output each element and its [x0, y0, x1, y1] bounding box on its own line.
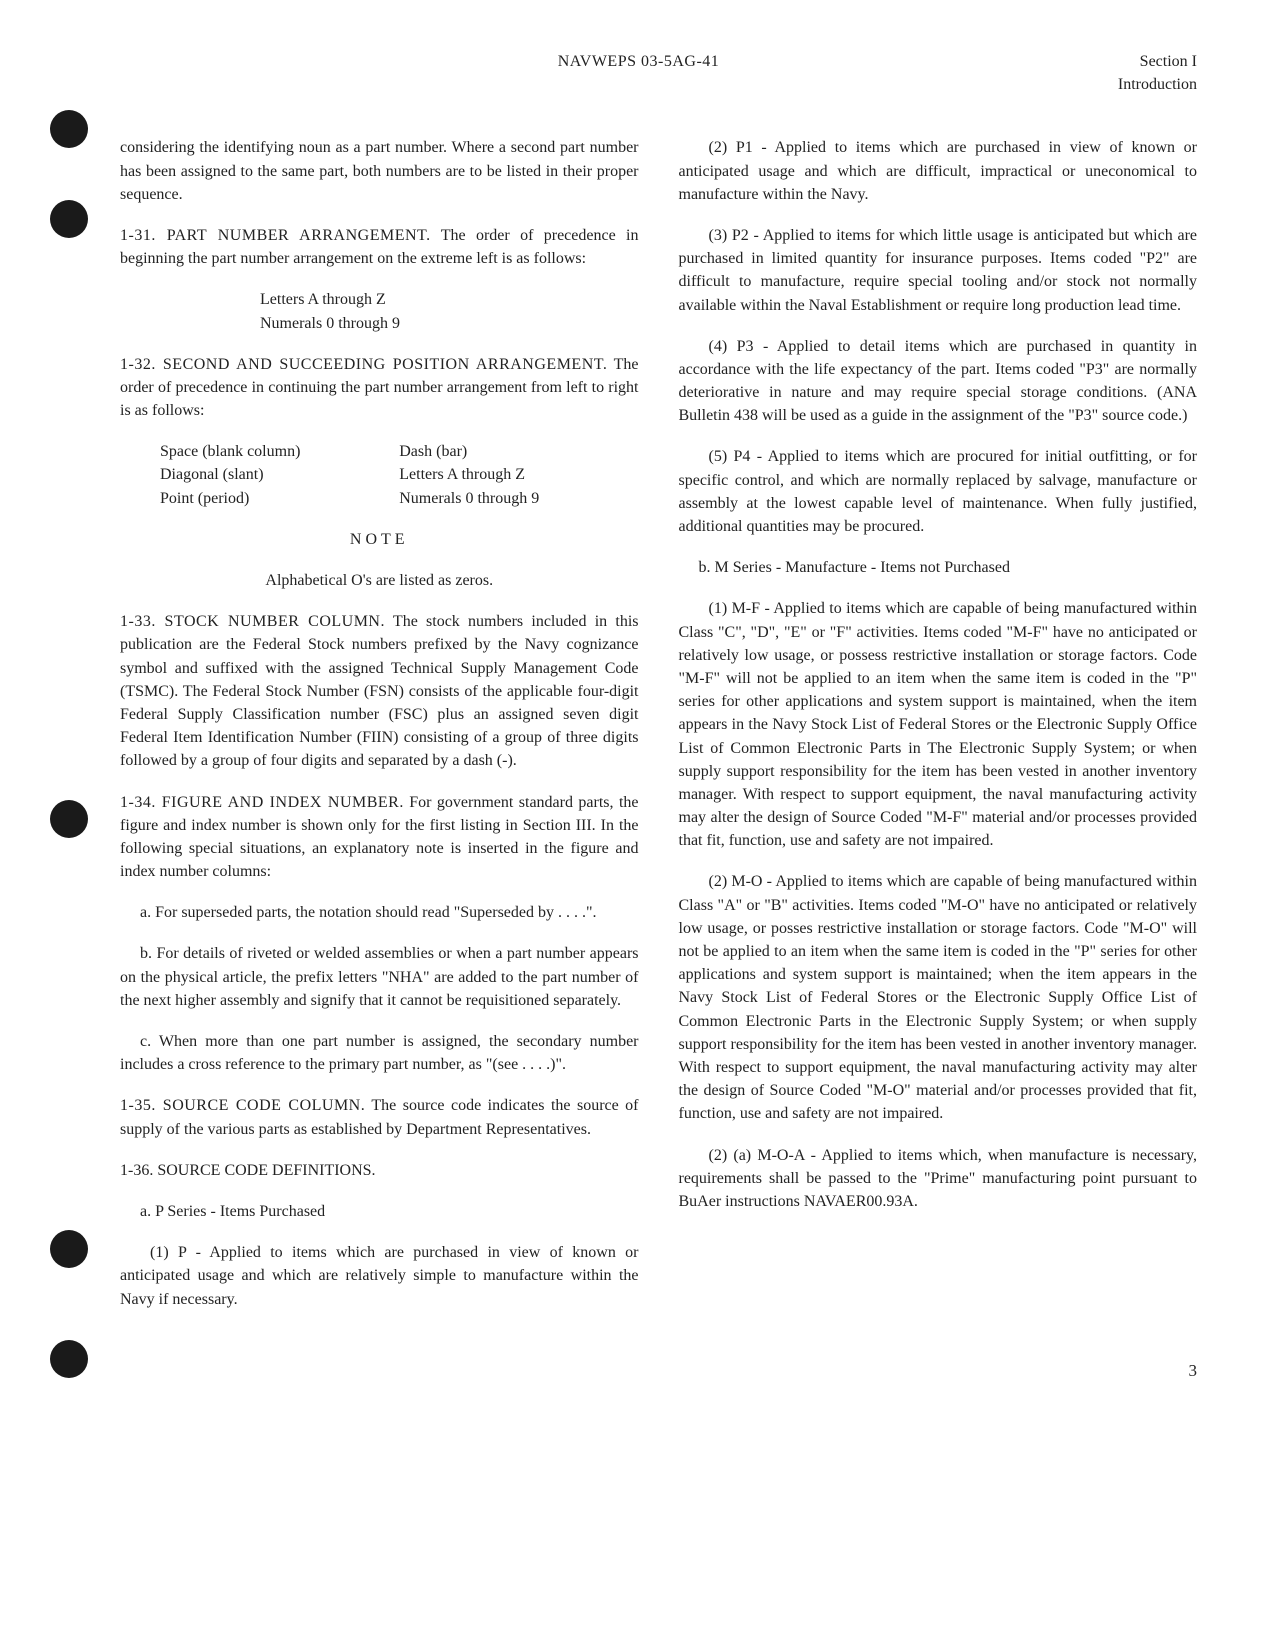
paragraph: considering the identifying noun as a pa… [120, 136, 639, 206]
paragraph: 1-33. STOCK NUMBER COLUMN. The stock num… [120, 610, 639, 772]
list-item: Space (blank column) [160, 440, 399, 463]
document-id: NAVWEPS 03-5AG-41 [558, 50, 720, 73]
list-column: Space (blank column) Diagonal (slant) Po… [160, 440, 399, 510]
sub-sub-paragraph: (2) (a) M-O-A - Applied to items which, … [679, 1144, 1198, 1214]
hole-icon [50, 800, 88, 838]
paragraph: 1-35. SOURCE CODE COLUMN. The source cod… [120, 1094, 639, 1140]
page-header: NAVWEPS 03-5AG-41 Section I Introduction [120, 50, 1197, 96]
sub-sub-paragraph: (4) P3 - Applied to detail items which a… [679, 335, 1198, 428]
two-column-content: considering the identifying noun as a pa… [120, 136, 1197, 1328]
list-item: Numerals 0 through 9 [260, 312, 639, 335]
list-item: Dash (bar) [399, 440, 638, 463]
section-heading: 1-35. SOURCE CODE COLUMN. [120, 1097, 365, 1114]
list-item: Diagonal (slant) [160, 463, 399, 486]
list-item: Letters A through Z [399, 463, 638, 486]
section-heading: 1-32. SECOND AND SUCCEEDING POSITION ARR… [120, 356, 607, 373]
list-item: Letters A through Z [260, 288, 639, 311]
hole-icon [50, 1340, 88, 1378]
sub-sub-paragraph: (1) P - Applied to items which are purch… [120, 1241, 639, 1311]
left-column: considering the identifying noun as a pa… [120, 136, 639, 1328]
sub-sub-paragraph: (3) P2 - Applied to items for which litt… [679, 224, 1198, 317]
paragraph: 1-31. PART NUMBER ARRANGEMENT. The order… [120, 224, 639, 270]
sub-sub-paragraph: (2) P1 - Applied to items which are purc… [679, 136, 1198, 206]
note-heading: NOTE [120, 528, 639, 551]
right-column: (2) P1 - Applied to items which are purc… [679, 136, 1198, 1328]
list-item: Point (period) [160, 487, 399, 510]
paragraph: 1-34. FIGURE AND INDEX NUMBER. For gover… [120, 791, 639, 884]
sub-paragraph: b. M Series - Manufacture - Items not Pu… [679, 556, 1198, 579]
list-column: Dash (bar) Letters A through Z Numerals … [399, 440, 638, 510]
sub-paragraph: b. For details of riveted or welded asse… [120, 942, 639, 1012]
page-number: 3 [120, 1359, 1197, 1384]
hole-icon [50, 1230, 88, 1268]
hole-icon [50, 110, 88, 148]
sub-paragraph: c. When more than one part number is ass… [120, 1030, 639, 1076]
section-title: Introduction [1118, 73, 1197, 96]
section-heading: 1-36. SOURCE CODE DEFINITIONS. [120, 1159, 639, 1182]
sub-paragraph: a. For superseded parts, the notation sh… [120, 901, 639, 924]
section-label: Section I Introduction [1118, 50, 1197, 96]
section-heading: 1-33. STOCK NUMBER COLUMN. [120, 613, 385, 630]
section-number: Section I [1118, 50, 1197, 73]
body-text: The stock numbers included in this publi… [120, 613, 639, 769]
note-text: Alphabetical O's are listed as zeros. [120, 569, 639, 592]
section-heading: 1-34. FIGURE AND INDEX NUMBER. [120, 794, 404, 811]
sub-sub-paragraph: (1) M-F - Applied to items which are cap… [679, 597, 1198, 852]
sub-paragraph: a. P Series - Items Purchased [120, 1200, 639, 1223]
hole-icon [50, 200, 88, 238]
sub-sub-paragraph: (5) P4 - Applied to items which are proc… [679, 445, 1198, 538]
list-item: Numerals 0 through 9 [399, 487, 638, 510]
paragraph: 1-32. SECOND AND SUCCEEDING POSITION ARR… [120, 353, 639, 423]
two-column-list: Space (blank column) Diagonal (slant) Po… [160, 440, 639, 510]
sub-sub-paragraph: (2) M-O - Applied to items which are cap… [679, 870, 1198, 1125]
section-heading: 1-31. PART NUMBER ARRANGEMENT. [120, 227, 431, 244]
indented-list: Letters A through Z Numerals 0 through 9 [260, 288, 639, 334]
